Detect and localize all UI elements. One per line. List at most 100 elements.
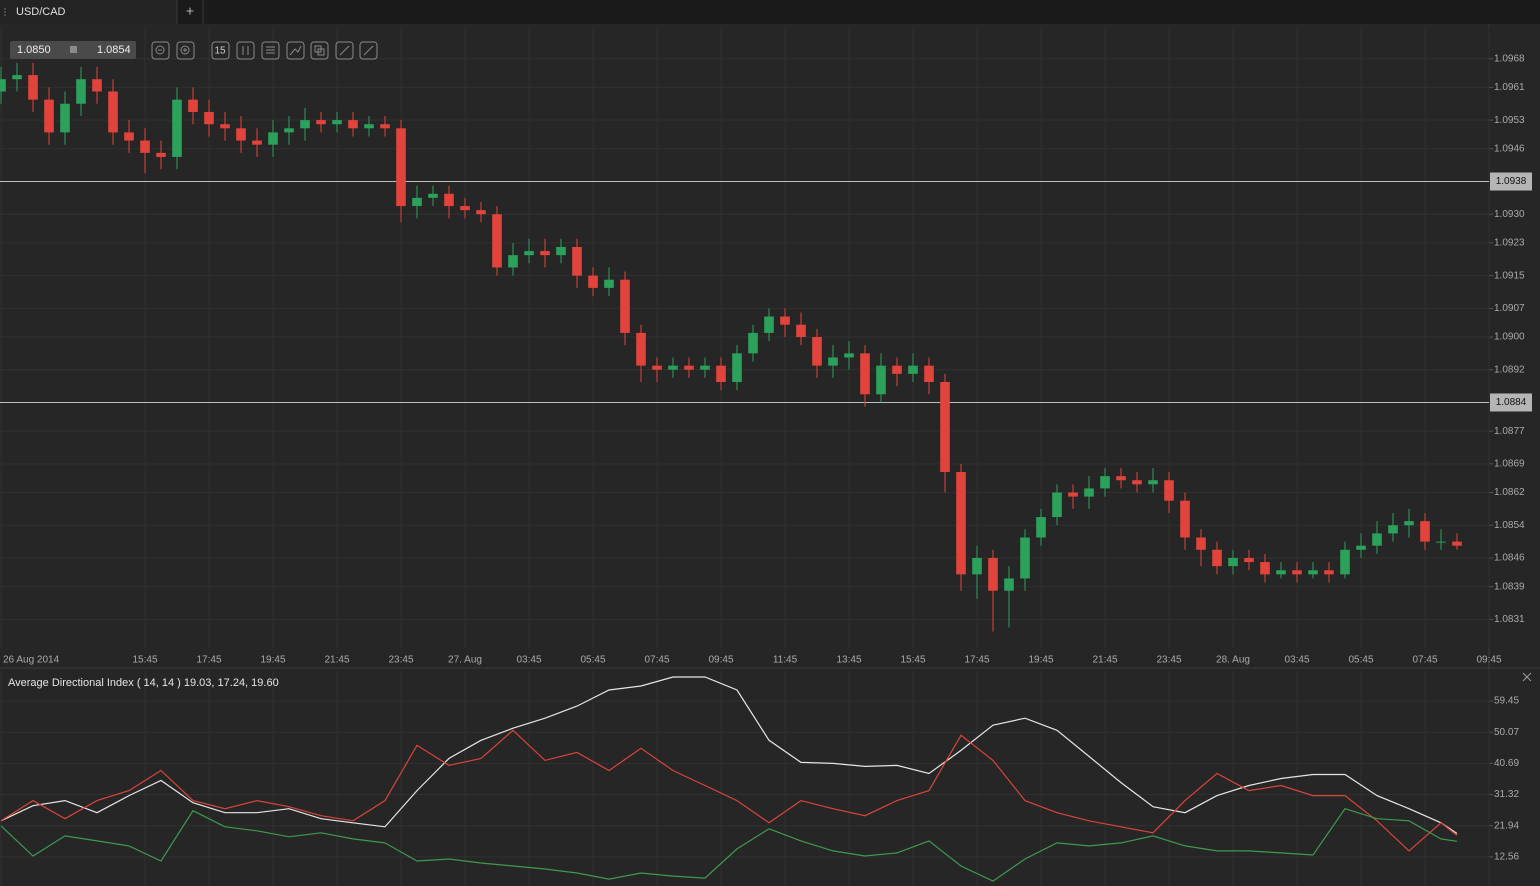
y-tick-label: 1.0831	[1494, 614, 1525, 625]
price-level-box	[1490, 172, 1532, 191]
candle-body	[1420, 521, 1430, 542]
icon	[155, 45, 165, 55]
x-tick-label: 17:45	[964, 655, 989, 666]
x-tick-label: 07:45	[644, 655, 669, 666]
x-tick-label: 15:45	[132, 655, 157, 666]
candle-body	[1052, 492, 1062, 518]
y-tick-label: 50.07	[1494, 727, 1519, 738]
candle-body	[684, 365, 694, 370]
y-tick-label: 1.0946	[1494, 143, 1525, 154]
candle-body	[300, 120, 310, 129]
x-tick-label: 21:45	[1092, 655, 1117, 666]
candle-body	[204, 111, 214, 125]
tab[interactable]	[0, 0, 177, 24]
candle-body	[1372, 533, 1382, 546]
y-tick-label: 1.0953	[1494, 115, 1525, 126]
candle-body	[1148, 480, 1158, 485]
x-tick-label: 03:45	[516, 655, 541, 666]
candle-body	[1356, 545, 1366, 550]
candle-body	[892, 365, 902, 374]
chart-type-button[interactable]	[236, 41, 255, 60]
y-tick-label: 21.94	[1494, 820, 1519, 831]
candle-body	[1452, 541, 1462, 546]
marks	[0, 62, 1489, 882]
candle-body	[620, 279, 630, 333]
candle-body	[412, 197, 422, 207]
candle-body	[988, 557, 998, 591]
candle-body	[1276, 570, 1286, 575]
quote-separator	[70, 46, 77, 53]
bid-price: 1.0850	[17, 44, 51, 56]
candle-body	[732, 353, 742, 383]
candle-body	[44, 99, 54, 133]
x-tick-label: 19:45	[260, 655, 285, 666]
y-tick-label: 1.0907	[1494, 303, 1525, 314]
edit-button[interactable]	[335, 41, 354, 60]
candle-body	[1068, 492, 1078, 497]
icon	[363, 45, 374, 56]
indicator-line	[0, 676, 1458, 834]
tab-bar	[0, 0, 1540, 24]
candle-body	[828, 357, 838, 366]
indicator-line	[0, 807, 1458, 882]
candle-body	[700, 365, 710, 370]
candle-body	[812, 337, 822, 366]
x-tick-label: 13:45	[836, 655, 861, 666]
indicator-line	[0, 729, 1458, 852]
close-indicator[interactable]	[1522, 672, 1532, 682]
candle-body	[12, 75, 22, 80]
y-tick-label: 12.56	[1494, 852, 1519, 863]
y-tick-label: 59.45	[1494, 696, 1519, 707]
candle-body	[1388, 525, 1398, 534]
x-tick-label: 09:45	[708, 655, 733, 666]
candle-body	[1340, 549, 1350, 575]
candle-body	[140, 140, 150, 153]
candle-body	[844, 353, 854, 358]
candle-body	[924, 365, 934, 383]
interval-button[interactable]	[211, 41, 230, 60]
zoom-out-button[interactable]	[151, 41, 170, 60]
icon	[317, 48, 325, 56]
price-level-label: 1.0884	[1496, 397, 1527, 408]
zoom-in-button[interactable]	[176, 41, 195, 60]
x-tick-label: 23:45	[388, 655, 413, 666]
candle-body	[668, 365, 678, 370]
candle-body	[956, 472, 966, 575]
candle-body	[156, 152, 166, 157]
candle-body	[396, 128, 406, 207]
copy-button[interactable]	[310, 41, 329, 60]
candle-body	[364, 124, 374, 129]
candle-body	[28, 75, 38, 100]
candle-body	[268, 132, 278, 145]
grip	[4, 8, 6, 10]
candle-body	[172, 99, 182, 157]
ask-price: 1.0854	[97, 44, 131, 56]
y-tick-label: 40.69	[1494, 758, 1519, 769]
grip	[4, 11, 6, 13]
candle-body	[764, 316, 774, 333]
candle-body	[780, 316, 790, 325]
price-level-box	[1490, 393, 1532, 412]
y-tick-label: 1.0892	[1494, 364, 1525, 375]
x-tick-label: 09:45	[1476, 655, 1501, 666]
candle-body	[236, 128, 246, 141]
candle-body	[1324, 570, 1334, 575]
candle-body	[0, 79, 6, 92]
overlay: 1.0850 1.0854	[3, 41, 1532, 863]
icon	[289, 45, 302, 56]
candle-body	[876, 365, 886, 395]
x-tick-label: 05:45	[1348, 655, 1373, 666]
add-tab[interactable]: +	[186, 3, 194, 19]
icon	[339, 45, 350, 56]
candle-body	[476, 210, 486, 215]
candle-body	[348, 120, 358, 129]
candle-body	[60, 103, 70, 133]
draw-button[interactable]	[359, 41, 378, 60]
indicators-button[interactable]	[286, 41, 305, 60]
settings-button[interactable]	[261, 41, 280, 60]
candle-body	[1004, 578, 1014, 591]
candle-body	[460, 206, 470, 211]
icon	[180, 45, 190, 55]
candle-body	[428, 193, 438, 198]
candle-body	[1020, 537, 1030, 579]
